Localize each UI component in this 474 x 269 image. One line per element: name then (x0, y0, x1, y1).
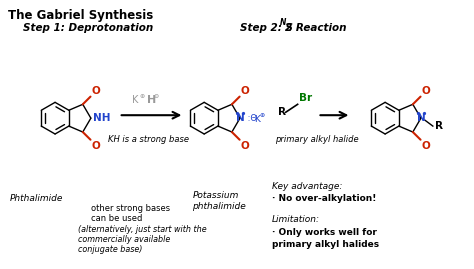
Text: K: K (132, 95, 138, 105)
Text: KH is a strong base: KH is a strong base (108, 135, 189, 144)
Text: primary alkyl halides: primary alkyl halides (272, 240, 379, 249)
Text: can be used: can be used (91, 214, 142, 223)
Text: phthalimide: phthalimide (192, 202, 246, 211)
Text: O: O (91, 141, 100, 151)
Text: O: O (421, 141, 430, 151)
Text: O: O (241, 141, 249, 151)
Text: :Θ: :Θ (245, 114, 257, 123)
Text: NH: NH (93, 113, 110, 123)
Text: The Gabriel Synthesis: The Gabriel Synthesis (9, 9, 154, 22)
Text: O: O (91, 86, 100, 95)
Text: other strong bases: other strong bases (91, 204, 170, 213)
Text: conjugate base): conjugate base) (78, 245, 142, 254)
Text: N: N (280, 18, 286, 27)
Text: Key advantage:: Key advantage: (272, 182, 342, 190)
Text: Limitation:: Limitation: (272, 215, 320, 224)
Text: · No over-alkylation!: · No over-alkylation! (272, 194, 376, 203)
Text: Phthalimide: Phthalimide (9, 194, 63, 203)
Text: N: N (236, 113, 245, 123)
Text: 2 Reaction: 2 Reaction (285, 23, 346, 33)
Text: O: O (241, 86, 249, 95)
Text: ⊕: ⊕ (260, 113, 265, 118)
Text: · Only works well for: · Only works well for (272, 228, 377, 237)
Text: N: N (417, 113, 425, 123)
Text: R: R (278, 107, 286, 117)
Text: (alternatively, just start with the: (alternatively, just start with the (78, 225, 207, 234)
Text: Step 1: Deprotonation: Step 1: Deprotonation (23, 23, 154, 33)
Text: ⊕: ⊕ (139, 94, 145, 99)
Text: Step 2: S: Step 2: S (240, 23, 293, 33)
Text: primary alkyl halide: primary alkyl halide (275, 135, 358, 144)
Text: Br: Br (299, 93, 312, 103)
Text: ⊖: ⊖ (154, 94, 159, 99)
Text: H: H (146, 95, 156, 105)
Text: K: K (254, 115, 260, 124)
Text: commercially available: commercially available (78, 235, 170, 244)
Text: O: O (421, 86, 430, 95)
Text: Potassium: Potassium (192, 192, 238, 200)
Text: R: R (435, 121, 443, 131)
